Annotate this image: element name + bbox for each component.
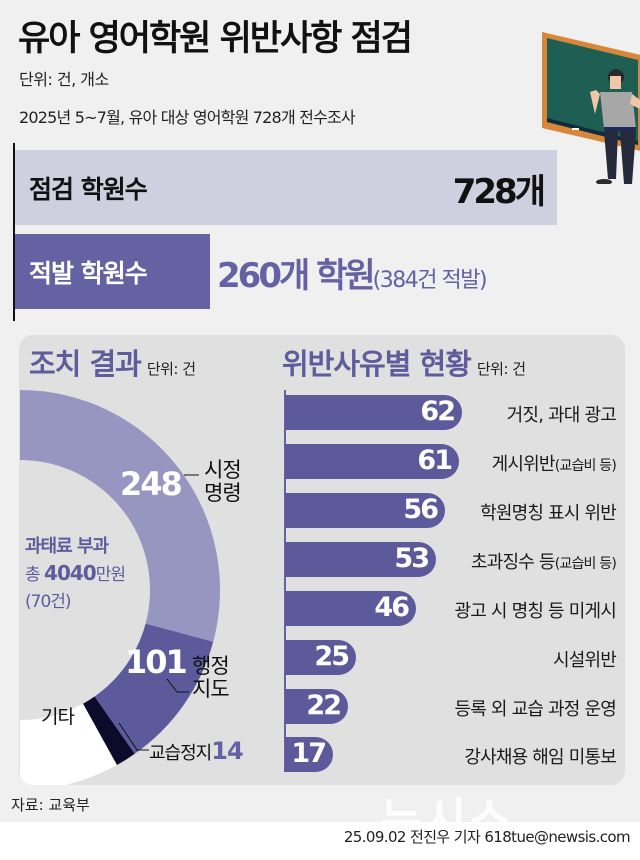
inspected-value: 728개	[452, 172, 546, 212]
inspected-label: 점검 학원수	[29, 175, 148, 204]
admin-guidance-value: 101	[125, 643, 188, 681]
donut-segment-correction-order	[20, 390, 221, 642]
donut-segment-suspension	[83, 696, 135, 765]
violation-label-overcharge: 초과징수 등(교습비 등)	[470, 552, 617, 573]
violations-axis-line	[284, 390, 286, 772]
violation-label-instructor-report: 강사채용 해임 미통보	[464, 747, 616, 768]
inspected-academies-bar: 점검 학원수 728개	[15, 150, 557, 225]
violation-label-unregistered-course: 등록 외 교습 과정 운영	[454, 699, 616, 720]
reporter-credit: 25.09.02 전진우 기자 618tue@newsis.com	[343, 828, 631, 846]
violation-bar-instructor-report: 17	[285, 737, 333, 772]
fine-total-prefix: 총	[25, 565, 41, 585]
violation-label-posting: 게시위반(교습비 등)	[491, 454, 617, 475]
violation-bar-ad-name-missing: 46	[285, 591, 416, 626]
violation-label-academy-name: 학원명칭 표시 위반	[480, 503, 617, 524]
fine-title: 과태료 부과	[25, 536, 109, 557]
actions-unit: 단위: 건	[146, 360, 196, 378]
violation-bar-overcharge: 53	[285, 542, 436, 577]
violations-unit: 단위: 건	[476, 360, 526, 378]
fine-info: 과태료 부과 총 4040만원 (70건)	[25, 532, 126, 612]
other-label: 기타	[41, 706, 75, 728]
detected-label: 적발 학원수	[29, 259, 148, 288]
violations-title: 위반사유별 현황	[282, 347, 472, 381]
violation-bar-posting: 61	[285, 444, 459, 479]
donut-segment-other	[20, 703, 117, 785]
newsis-watermark-logo: 뉴시스	[380, 793, 513, 847]
actions-title: 조치 결과	[29, 347, 142, 381]
admin-guidance-label: 행정 지도	[192, 654, 230, 701]
fine-total-amount: 4040	[44, 561, 97, 585]
correction-order-value: 248	[120, 465, 183, 503]
donut-segment-admin-guidance	[94, 623, 214, 754]
detected-value: 260개 학원	[217, 256, 376, 296]
suspension-label: 교습정지	[149, 743, 212, 764]
violation-bar-facility: 25	[285, 640, 356, 675]
unit-note: 단위: 건, 개소	[19, 70, 109, 89]
violation-bar-false-advertising: 62	[285, 395, 462, 430]
suspension-value: 14	[211, 737, 243, 765]
source-note: 자료: 교육부	[11, 796, 90, 814]
detected-value-group: 260개 학원(384건 적발)	[217, 248, 488, 297]
actions-half-donut-chart	[20, 390, 221, 785]
detected-sub: (384건 적발)	[372, 268, 488, 293]
survey-note: 2025년 5~7월, 유아 대상 영어학원 728개 전수조사	[19, 108, 356, 127]
violation-label-facility: 시설위반	[552, 650, 617, 671]
footer-band	[0, 822, 640, 860]
infographic-title: 유아 영어학원 위반사항 점검	[18, 19, 413, 59]
fine-total-suffix: 만원	[95, 565, 126, 585]
detected-academies-bar: 적발 학원수	[15, 234, 210, 309]
violations-title-group: 위반사유별 현황 단위: 건	[282, 341, 526, 383]
violation-bar-academy-name: 56	[285, 493, 445, 528]
violation-label-ad-name-missing: 광고 시 명칭 등 미게시	[454, 601, 616, 622]
actions-title-group: 조치 결과 단위: 건	[29, 341, 196, 383]
violation-bar-unregistered-course: 22	[285, 689, 348, 724]
teacher-chalkboard-illustration	[542, 32, 640, 184]
correction-order-label: 시정 명령	[204, 458, 242, 505]
violation-label-false-advertising: 거짓, 과대 광고	[506, 405, 617, 426]
fine-count: (70건)	[25, 592, 72, 612]
summary-axis-line	[13, 143, 15, 321]
suspension-label-group: 교습정지14	[149, 737, 244, 765]
